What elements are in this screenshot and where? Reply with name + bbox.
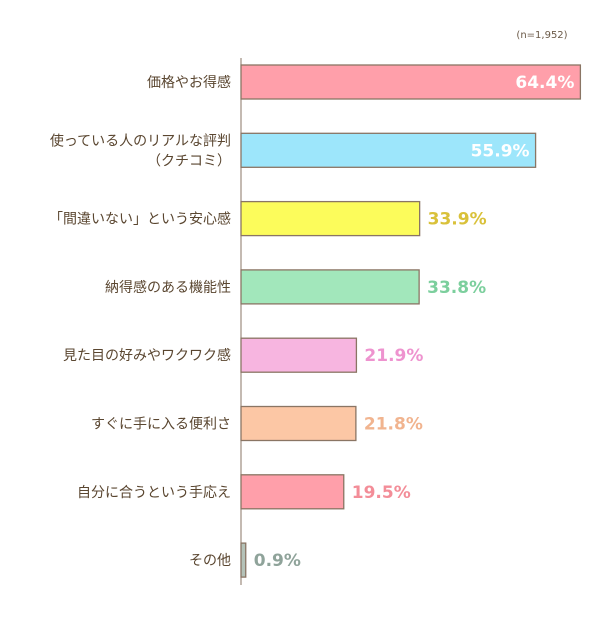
bar	[240, 337, 358, 373]
bar	[240, 200, 421, 237]
value-label: 33.9%	[428, 210, 487, 230]
value-label: 19.5%	[352, 483, 411, 503]
bar	[240, 269, 420, 305]
category-label: 納得感のある機能性	[105, 279, 231, 296]
category-label: （クチコミ）	[147, 153, 231, 169]
bar	[240, 542, 247, 578]
sample-size-note: (n=1,952)	[516, 30, 567, 41]
category-label: 価格やお得感	[147, 74, 231, 91]
category-label: 自分に合うという手応え	[77, 485, 231, 501]
category-label: その他	[189, 553, 231, 569]
value-label: 55.9%	[471, 141, 530, 161]
bar	[240, 64, 582, 100]
category-label: 「間違いない」という安心感	[49, 211, 231, 228]
bar	[240, 405, 357, 442]
value-label: 33.8%	[427, 278, 486, 298]
bars-group: 価格やお得感 64.4% 使っている人のリアルな評判 （クチコミ） 55.9% 「間違いな…	[49, 64, 582, 578]
category-label: すぐに手に入る便利さ	[91, 417, 231, 433]
value-label: 21.9%	[364, 346, 423, 366]
bar	[240, 474, 345, 510]
value-label: 64.4%	[515, 73, 574, 93]
value-label: 0.9%	[254, 551, 301, 571]
category-label: 使っている人のリアルな評判	[50, 132, 231, 149]
category-label: 見た目の好みやワクワク感	[63, 347, 231, 364]
value-label: 21.8%	[364, 415, 423, 435]
bar	[240, 132, 537, 168]
